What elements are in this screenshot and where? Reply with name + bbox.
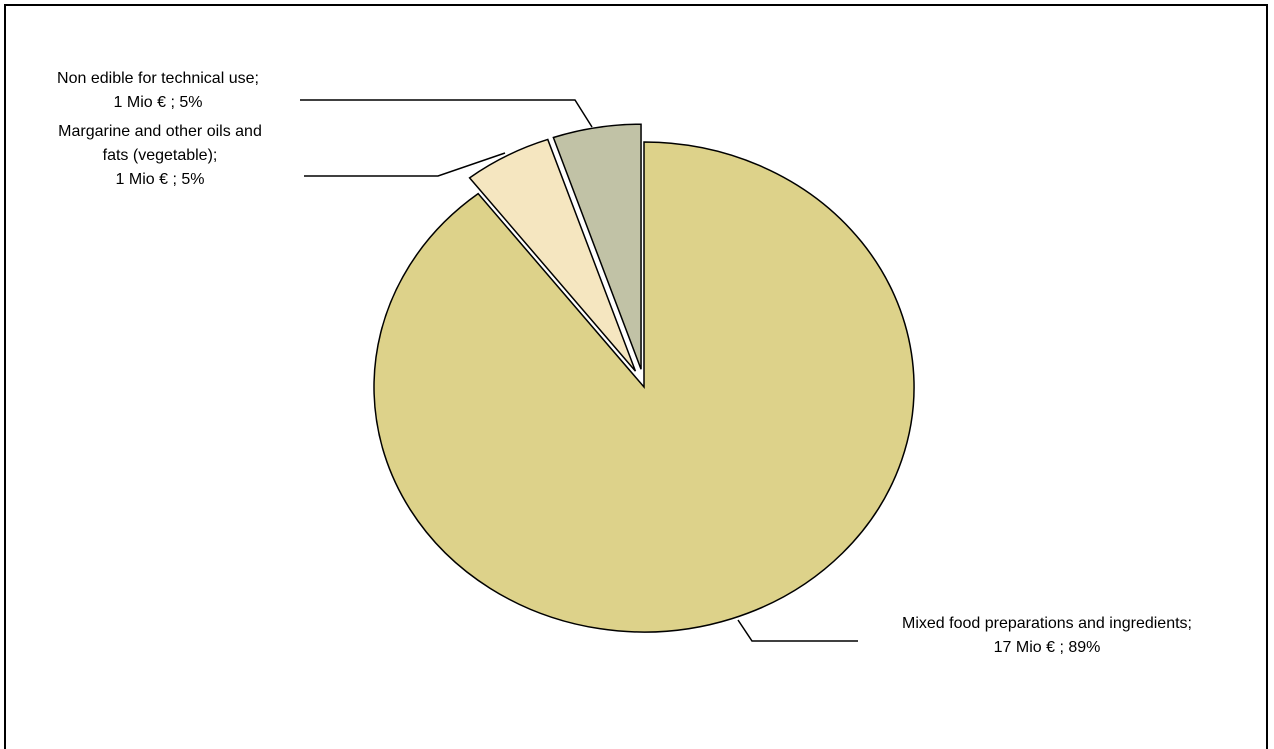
pie-slices: [373, 123, 915, 633]
data-label-1: Mixed food preparations and ingredients;…: [902, 615, 1192, 656]
leader-lines: [300, 99, 858, 642]
data-label-3: Non edible for technical use; 1 Mio € ; 5…: [57, 70, 259, 111]
data-label-2-line-2: fats (vegetable);: [103, 147, 218, 164]
data-labels: Mixed food preparations and ingredients;…: [57, 70, 1192, 656]
pie-slice-2: [468, 138, 637, 372]
leader-line-2: [304, 152, 506, 177]
data-label-1-line-1: Mixed food preparations and ingredients;: [902, 615, 1192, 632]
pie-slice-1: [373, 141, 915, 633]
leader-line-3: [300, 99, 593, 128]
data-label-2: Margarine and other oils and fats (vegeta…: [58, 123, 262, 188]
data-label-3-line-1: Non edible for technical use;: [57, 70, 259, 87]
pie-slice-3: [552, 123, 642, 370]
data-label-2-line-1: Margarine and other oils and: [58, 123, 262, 140]
data-label-1-line-2: 17 Mio € ; 89%: [994, 639, 1101, 656]
data-label-3-line-2: 1 Mio € ; 5%: [114, 94, 203, 111]
leader-line-1: [737, 619, 858, 642]
data-label-2-line-3: 1 Mio € ; 5%: [116, 171, 205, 188]
